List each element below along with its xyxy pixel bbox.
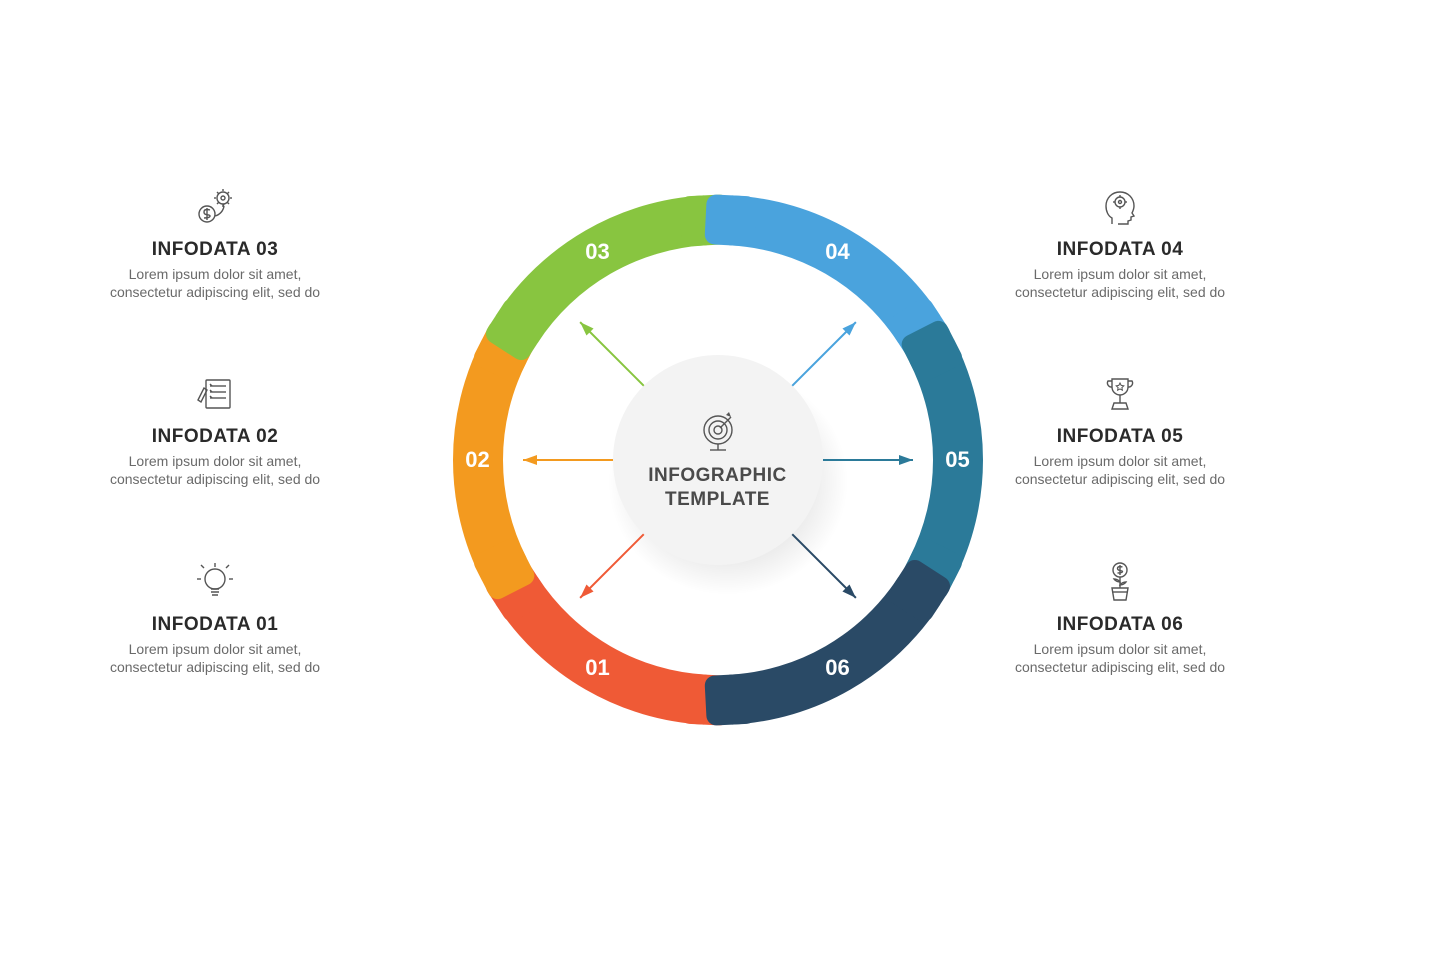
info-block-05: INFODATA 05 Lorem ipsum dolor sit amet, … [1005,372,1235,488]
info-desc-06: Lorem ipsum dolor sit amet, consectetur … [1005,640,1235,676]
target-icon [695,408,741,454]
info-title-04: INFODATA 04 [1005,239,1235,261]
center-title: INFOGRAPHIC TEMPLATE [648,464,787,512]
info-block-01: INFODATA 01 Lorem ipsum dolor sit amet, … [100,560,330,676]
money-plant-icon [1005,560,1235,604]
info-block-03: INFODATA 03 Lorem ipsum dolor sit amet, … [100,185,330,301]
info-title-05: INFODATA 05 [1005,426,1235,448]
arrow-04 [788,322,855,389]
info-block-02: INFODATA 02 Lorem ipsum dolor sit amet, … [100,372,330,488]
arrow-03 [580,322,647,389]
trophy-icon [1005,372,1235,416]
segment-number-04: 04 [825,239,849,265]
info-title-01: INFODATA 01 [100,614,330,636]
info-desc-02: Lorem ipsum dolor sit amet, consectetur … [100,452,330,488]
segment-number-02: 02 [465,447,489,473]
lightbulb-icon [100,560,330,604]
segment-number-01: 01 [585,655,609,681]
arrow-01 [580,531,647,598]
head-gear-icon [1005,185,1235,229]
center-title-line1: INFOGRAPHIC [648,465,787,486]
info-desc-03: Lorem ipsum dolor sit amet, consectetur … [100,265,330,301]
info-block-04: INFODATA 04 Lorem ipsum dolor sit amet, … [1005,185,1235,301]
dollar-gear-icon [100,185,330,229]
center-title-line2: TEMPLATE [665,489,770,510]
info-title-06: INFODATA 06 [1005,614,1235,636]
checklist-icon [100,372,330,416]
info-desc-04: Lorem ipsum dolor sit amet, consectetur … [1005,265,1235,301]
infographic-stage: INFOGRAPHIC TEMPLATE 01 02 03 04 05 06 INFODA… [0,0,1435,980]
segment-number-06: 06 [825,655,849,681]
center-circle: INFOGRAPHIC TEMPLATE [613,355,823,565]
info-block-06: INFODATA 06 Lorem ipsum dolor sit amet, … [1005,560,1235,676]
segment-number-03: 03 [585,239,609,265]
info-desc-05: Lorem ipsum dolor sit amet, consectetur … [1005,452,1235,488]
info-title-03: INFODATA 03 [100,239,330,261]
info-title-02: INFODATA 02 [100,426,330,448]
segment-number-05: 05 [945,447,969,473]
info-desc-01: Lorem ipsum dolor sit amet, consectetur … [100,640,330,676]
